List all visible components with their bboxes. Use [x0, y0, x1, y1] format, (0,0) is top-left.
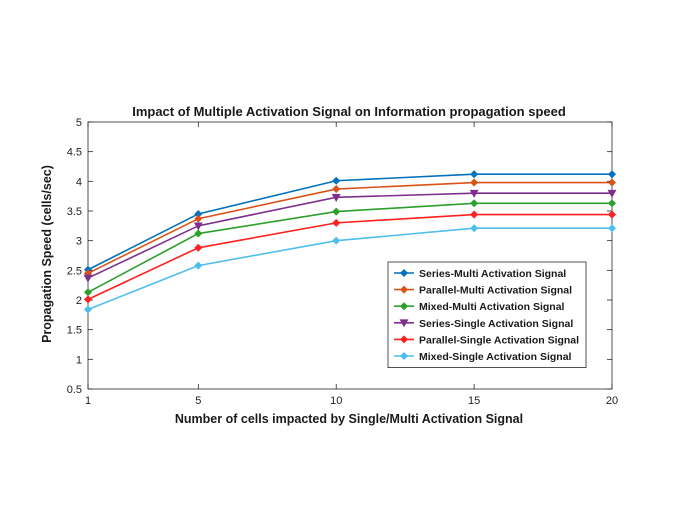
data-point: [194, 214, 203, 223]
legend-marker: [399, 268, 409, 278]
y-tick-label: 4.5: [67, 147, 82, 159]
series-6: [83, 224, 617, 314]
legend-item: Parallel-Multi Activation Signal: [394, 285, 572, 297]
series-4: [83, 189, 617, 283]
legend-label: Series-Single Activation Signal: [419, 318, 573, 330]
y-tick-label: 2.5: [67, 265, 82, 277]
data-point: [470, 170, 479, 179]
legend-marker: [399, 302, 409, 311]
x-tick-label: 1: [85, 395, 91, 407]
x-tick-label: 15: [468, 395, 480, 407]
series-3: [83, 199, 617, 297]
legend-item: Mixed-Multi Activation Signal: [394, 301, 565, 313]
data-point: [470, 199, 479, 208]
legend-label: Mixed-Single Activation Signal: [419, 351, 572, 363]
data-point: [194, 229, 203, 238]
data-point: [331, 193, 341, 202]
legend-marker: [399, 319, 409, 328]
data-point: [194, 243, 203, 252]
legend-label: Parallel-Single Activation Signal: [419, 334, 579, 346]
data-point: [607, 178, 617, 187]
y-axis-title: Propagation Speed (cells/sec): [40, 165, 54, 343]
plot-area: 0.511.522.533.544.551 5 10 15 20: [67, 117, 618, 407]
axes-box: [87, 121, 613, 390]
series-2: [83, 178, 617, 278]
y-tick-label: 0.5: [67, 384, 82, 396]
data-point: [194, 261, 203, 270]
data-point: [332, 176, 341, 185]
data-point: [470, 178, 479, 187]
data-point: [83, 295, 93, 304]
y-tick-label: 3.5: [67, 206, 82, 218]
y-tick-label: 4: [76, 176, 82, 188]
data-point: [470, 224, 479, 233]
data-point: [607, 210, 617, 219]
legend-marker: [399, 335, 409, 344]
series-5: [83, 210, 617, 304]
legend-label: Series-Multi Activation Signal: [419, 268, 566, 280]
data-point: [607, 170, 617, 179]
y-tick-label: 5: [76, 117, 82, 129]
y-tick-label: 2: [76, 295, 82, 307]
x-tick-label: 20: [606, 395, 618, 407]
data-point: [83, 305, 93, 314]
data-point: [607, 199, 617, 208]
y-tick-label: 3: [76, 236, 82, 248]
legend-marker: [399, 285, 409, 294]
legend-marker: [399, 351, 409, 361]
data-point: [332, 185, 341, 194]
data-point: [332, 236, 341, 245]
legend-label: Mixed-Multi Activation Signal: [419, 301, 565, 313]
data-point: [607, 224, 617, 233]
legend-item: Mixed-Single Activation Signal: [394, 351, 572, 363]
data-point: [470, 210, 479, 219]
data-point: [332, 218, 341, 227]
data-point: [607, 189, 617, 198]
chart-title: Impact of Multiple Activation Signal on …: [132, 104, 566, 119]
legend-box: [387, 261, 587, 368]
legend-item: Series-Multi Activation Signal: [394, 268, 566, 280]
data-point: [83, 274, 93, 283]
data-point: [332, 207, 341, 216]
data-point: [83, 288, 93, 297]
y-tick-label: 1: [76, 354, 82, 366]
legend: Series-Multi Activation Signal Parallel-M…: [387, 261, 587, 368]
x-tick-label: 10: [330, 395, 342, 407]
data-point: [193, 222, 203, 231]
legend-label: Parallel-Multi Activation Signal: [419, 285, 572, 297]
y-tick-label: 1.5: [67, 325, 82, 337]
x-tick-label: 5: [195, 395, 201, 407]
legend-item: Parallel-Single Activation Signal: [394, 334, 579, 346]
x-axis-title: Number of cells impacted by Single/Multi…: [175, 412, 523, 426]
legend-item: Series-Single Activation Signal: [394, 318, 573, 330]
data-point: [469, 189, 479, 198]
